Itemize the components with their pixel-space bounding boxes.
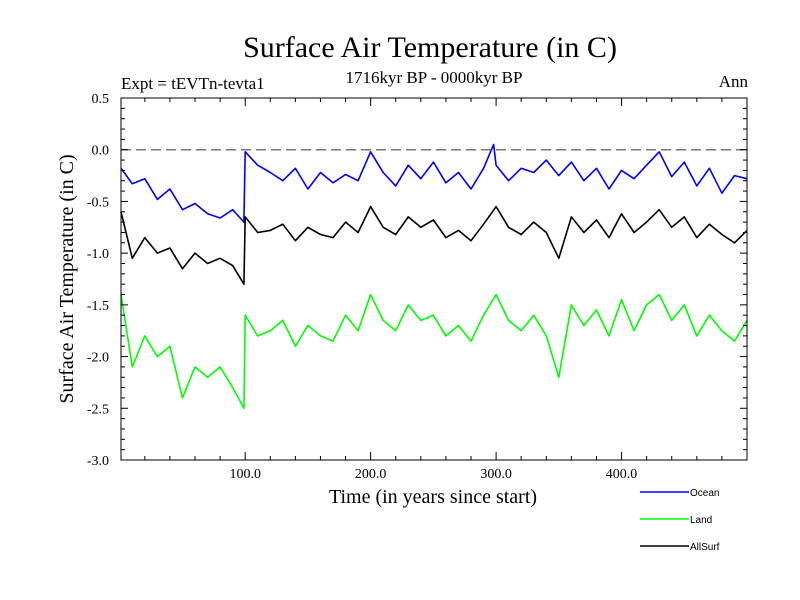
ticks-layer: 0.5 0.0 -0.5 -1.0 -1.5 -2.0 -2.5 -3.0 100.0 200.0…: [87, 92, 747, 482]
legend-label-ocean: Ocean: [690, 488, 719, 499]
y-tick-label: -2.0: [87, 351, 109, 366]
legend: Ocean Land AllSurf: [640, 488, 720, 553]
legend-label-land: Land: [690, 515, 712, 526]
y-tick-label: 0.0: [92, 144, 110, 159]
x-tick-label: 200.0: [355, 467, 387, 482]
x-axis-label: Time (in years since start): [329, 486, 537, 508]
y-tick-label: -0.5: [87, 195, 109, 210]
y-tick-label: -3.0: [87, 454, 109, 469]
legend-label-allsurf: AllSurf: [690, 542, 720, 553]
series-line-land: [120, 293, 748, 410]
y-tick-label: -2.5: [87, 402, 109, 417]
y-axis-label: Surface Air Temperature (in C): [56, 154, 78, 403]
x-tick-label: 300.0: [480, 467, 512, 482]
plot-frame: [120, 97, 748, 461]
y-tick-label: -1.5: [87, 299, 109, 314]
series-layer: [120, 143, 748, 410]
x-tick-label: 400.0: [606, 467, 638, 482]
experiment-label: Expt = tEVTn-tevta1: [121, 74, 265, 93]
chart-title: Surface Air Temperature (in C): [243, 31, 617, 64]
series-line-ocean: [120, 143, 748, 223]
y-tick-label: -1.0: [87, 247, 109, 262]
chart-subtitle: 1716kyr BP - 0000kyr BP: [346, 68, 523, 87]
x-tick-label: 100.0: [229, 467, 261, 482]
series-line-allsurf: [120, 205, 748, 286]
season-label: Ann: [719, 72, 749, 91]
y-tick-label: 0.5: [92, 92, 110, 107]
